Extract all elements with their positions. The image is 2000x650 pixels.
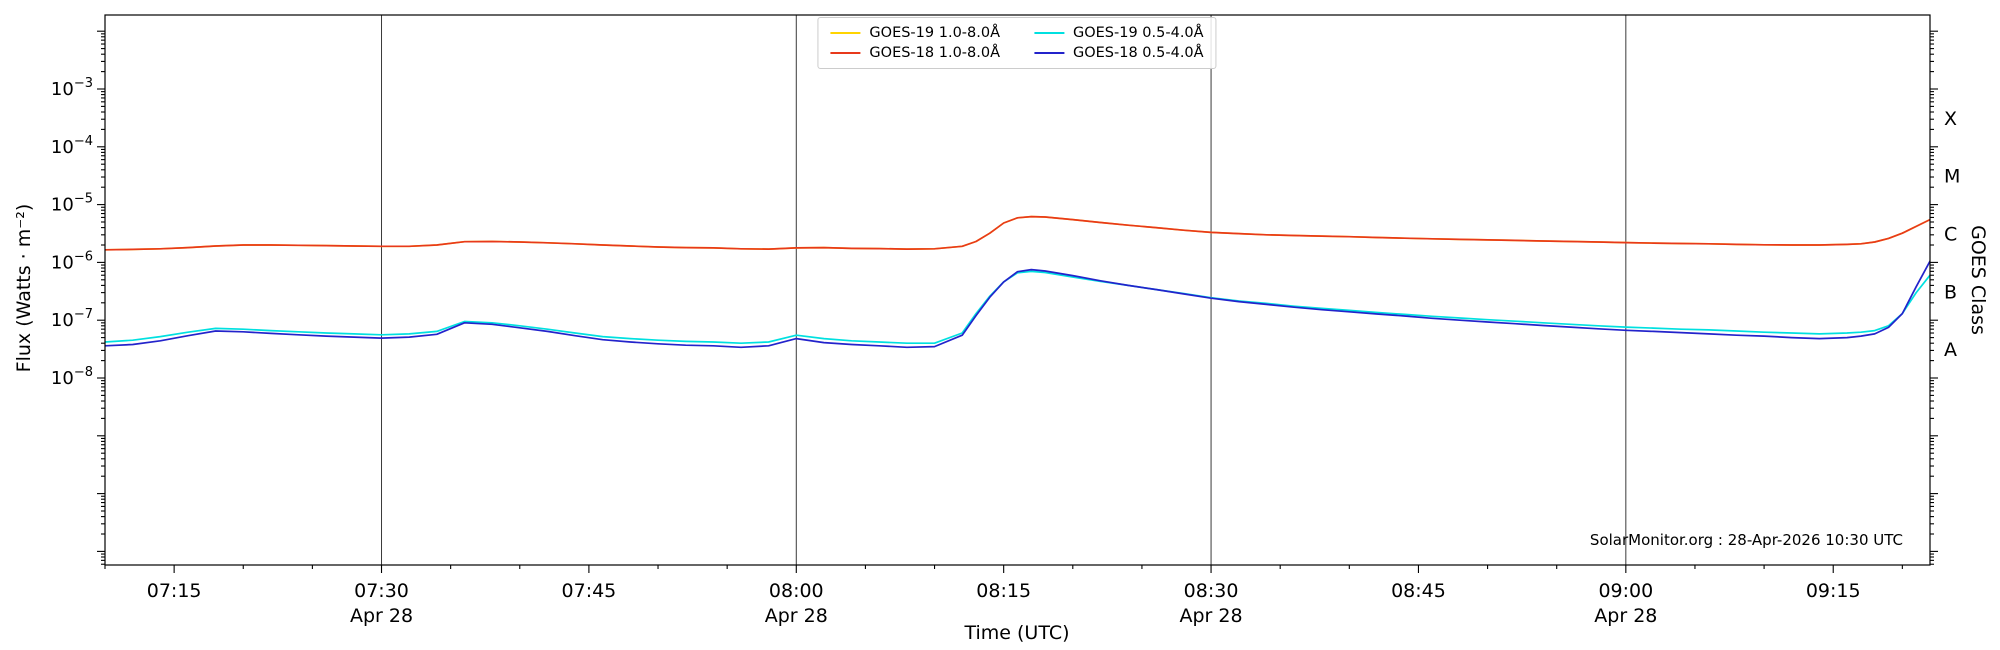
day-label: Apr 28 — [765, 605, 828, 627]
legend-line-goes19-long-icon — [830, 32, 861, 34]
y-axis-label: Flux (Watts · m⁻²) — [13, 203, 35, 373]
credit-text: SolarMonitor.org : 28-Apr-2026 10:30 UTC — [1589, 531, 1903, 549]
legend-label: GOES-19 1.0-8.0Å — [869, 25, 1000, 41]
legend: GOES-19 1.0-8.0Å GOES-18 1.0-8.0Å GOES-1… — [817, 17, 1217, 69]
x-tick-label: 08:45 — [1391, 580, 1446, 602]
y-tick-label: 10−3 — [51, 76, 93, 100]
y-tick-label: 10−4 — [51, 134, 93, 158]
x-tick-label: 08:15 — [976, 580, 1031, 602]
legend-line-goes18-short-icon — [1034, 52, 1064, 54]
goes-class-letter: X — [1944, 108, 1957, 130]
y-tick-label: 10−7 — [51, 307, 93, 331]
legend-line-goes19-short-icon — [1034, 32, 1064, 34]
x-tick-label: 07:30 — [354, 580, 409, 602]
hour-gridlines — [381, 15, 1627, 565]
goes-class-letter: C — [1944, 224, 1957, 246]
day-label: Apr 28 — [1594, 605, 1657, 627]
series-lines — [105, 215, 1930, 349]
series-line-goes-18-1-0-8-0- — [105, 215, 1930, 251]
series-line-goes-19-0-5-4-0- — [105, 270, 1930, 345]
y-axis-right-label: GOES Class — [1967, 225, 1989, 335]
x-tick-label: 09:15 — [1806, 580, 1861, 602]
legend-entry: GOES-18 0.5-4.0Å — [1034, 45, 1204, 61]
goes-class-labels: X M C B A — [1944, 108, 1960, 361]
x-tick-label: 09:00 — [1598, 580, 1653, 602]
x-tick-labels: 07:15 07:30 07:45 08:00 08:15 08:30 08:45 09:00… — [147, 580, 1861, 602]
y-tick-label: 10−6 — [51, 249, 93, 273]
y-ticks — [97, 30, 1938, 565]
y-tick-label: 10−8 — [51, 365, 93, 389]
legend-label: GOES-19 0.5-4.0Å — [1073, 25, 1204, 41]
legend-entry: GOES-19 0.5-4.0Å — [1034, 25, 1204, 41]
legend-line-goes18-long-icon — [830, 52, 861, 54]
legend-label: GOES-18 1.0-8.0Å — [869, 45, 1000, 61]
x-ticks — [104, 565, 1903, 573]
y-tick-label: 10−5 — [51, 192, 93, 216]
y-tick-labels: 10−3 10−4 10−5 10−6 10−7 10−8 — [51, 76, 93, 389]
series-line-goes-18-0-5-4-0- — [105, 260, 1930, 349]
axes-frame — [104, 14, 1931, 566]
legend-label: GOES-18 0.5-4.0Å — [1073, 45, 1204, 61]
x-axis-label: Time (UTC) — [964, 622, 1070, 644]
x-tick-label: 07:15 — [147, 580, 202, 602]
x-tick-label: 08:30 — [1184, 580, 1239, 602]
legend-entry: GOES-19 1.0-8.0Å — [830, 25, 1000, 41]
goes-class-letter: M — [1944, 166, 1960, 188]
x-tick-label: 07:45 — [562, 580, 617, 602]
day-labels: Apr 28 Apr 28 Apr 28 Apr 28 — [350, 605, 1657, 627]
day-label: Apr 28 — [1180, 605, 1243, 627]
goes-class-letter: A — [1944, 339, 1957, 361]
day-label: Apr 28 — [350, 605, 413, 627]
goes-class-letter: B — [1944, 281, 1957, 303]
x-tick-label: 08:00 — [769, 580, 824, 602]
legend-entry: GOES-18 1.0-8.0Å — [830, 45, 1000, 61]
